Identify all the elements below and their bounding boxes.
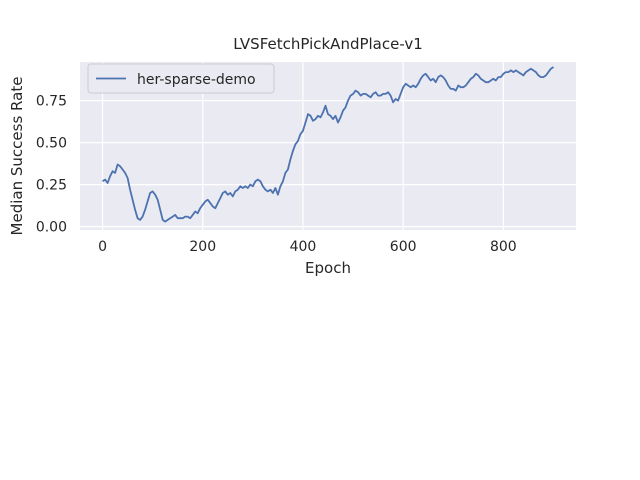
y-tick-label: 0.25 xyxy=(36,178,67,194)
legend: her-sparse-demo xyxy=(87,63,275,94)
legend-box xyxy=(87,63,275,94)
chart-title: LVSFetchPickAndPlace-v1 xyxy=(233,35,423,53)
y-tick-label: 0.75 xyxy=(36,94,67,110)
x-tick-label: 0 xyxy=(98,239,107,255)
x-axis-label: Epoch xyxy=(305,259,351,277)
x-tick-label: 200 xyxy=(189,239,216,255)
legend-label: her-sparse-demo xyxy=(137,72,256,88)
series-layer xyxy=(102,66,554,223)
y-tick-label: 0.00 xyxy=(36,220,67,236)
x-tick-label: 400 xyxy=(290,239,317,255)
x-tick-label: 600 xyxy=(390,239,417,255)
y-tick-labels: 0.00 0.25 0.50 0.75 xyxy=(36,94,67,236)
series-line xyxy=(102,66,554,223)
x-tick-label: 800 xyxy=(490,239,517,255)
y-axis-label: Median Success Rate xyxy=(8,77,26,236)
x-tick-labels: 0 200 400 600 800 xyxy=(98,239,517,255)
y-tick-label: 0.50 xyxy=(36,136,67,152)
horizontal-gridlines xyxy=(80,100,576,228)
